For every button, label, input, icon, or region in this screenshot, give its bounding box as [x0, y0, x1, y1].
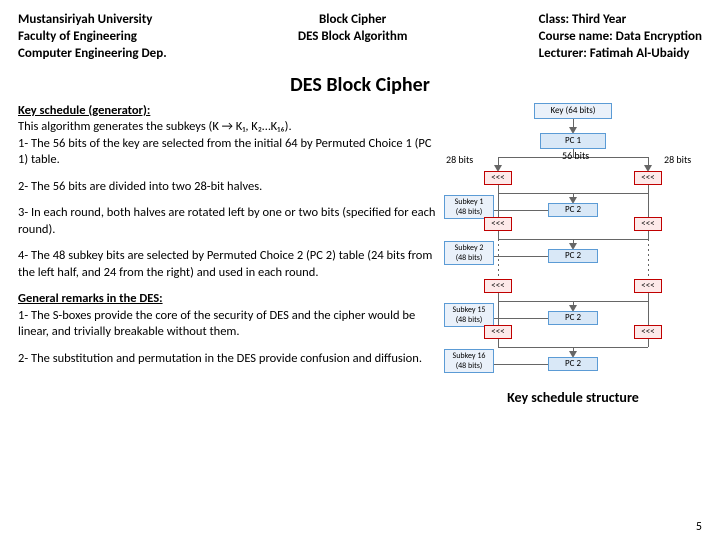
p1b: This algorithm generates the subkeys (K …	[18, 119, 292, 134]
subkey-15: Subkey 15 (48 bits)	[444, 303, 494, 327]
rot-16-left: <<<	[484, 325, 512, 339]
key-box: Key (64 bits)	[534, 103, 612, 119]
rot-15-left: <<<	[484, 279, 512, 293]
rot-1-left: <<<	[484, 171, 512, 185]
p5b: 1- The S-boxes provide the core of the s…	[18, 308, 415, 340]
p1c: 1- The 56 bits of the key are selected f…	[18, 136, 432, 168]
subkey-1: Subkey 1 (48 bits)	[444, 195, 494, 219]
page-header: Mustansiriyah University Faculty of Engi…	[18, 12, 702, 63]
p2: 2- The 56 bits are divided into two 28-b…	[18, 179, 438, 196]
body-text: Key schedule (generator): This algorithm…	[18, 103, 438, 406]
diagram-panel: Key (64 bits) PC 1 28 bits 56 bits 28 bi…	[444, 103, 702, 406]
pc2-2: PC 2	[548, 249, 598, 263]
header-right: Class: Third Year Course name: Data Encr…	[539, 12, 702, 63]
subkey-2: Subkey 2 (48 bits)	[444, 241, 494, 265]
remarks-heading: General remarks in the DES:	[18, 291, 163, 306]
rot-15-right: <<<	[634, 279, 662, 293]
page-title: DES Block Cipher	[18, 73, 702, 97]
pc2-15: PC 2	[548, 311, 598, 325]
rot-2-right: <<<	[634, 217, 662, 231]
subkey-16: Subkey 16 (48 bits)	[444, 349, 494, 373]
diagram-caption: Key schedule structure	[444, 389, 702, 406]
pc2-16: PC 2	[548, 357, 598, 371]
pc2-1: PC 2	[548, 203, 598, 217]
p6: 2- The substitution and permutation in t…	[18, 351, 438, 368]
page-number: 5	[696, 520, 702, 534]
key-schedule-heading: Key schedule (generator):	[18, 103, 150, 118]
rot-16-right: <<<	[634, 325, 662, 339]
pc1-box: PC 1	[540, 133, 606, 149]
header-left: Mustansiriyah University Faculty of Engi…	[18, 12, 167, 63]
header-center: Block Cipher DES Block Algorithm	[298, 12, 408, 63]
bits56: 56 bits	[562, 149, 589, 162]
bits28-right: 28 bits	[664, 153, 691, 166]
rot-2-left: <<<	[484, 217, 512, 231]
rot-1-right: <<<	[634, 171, 662, 185]
p3: 3- In each round, both halves are rotate…	[18, 205, 438, 238]
bits28-left: 28 bits	[446, 153, 473, 166]
key-schedule-diagram: Key (64 bits) PC 1 28 bits 56 bits 28 bi…	[444, 103, 702, 383]
p4: 4- The 48 subkey bits are selected by Pe…	[18, 248, 438, 281]
